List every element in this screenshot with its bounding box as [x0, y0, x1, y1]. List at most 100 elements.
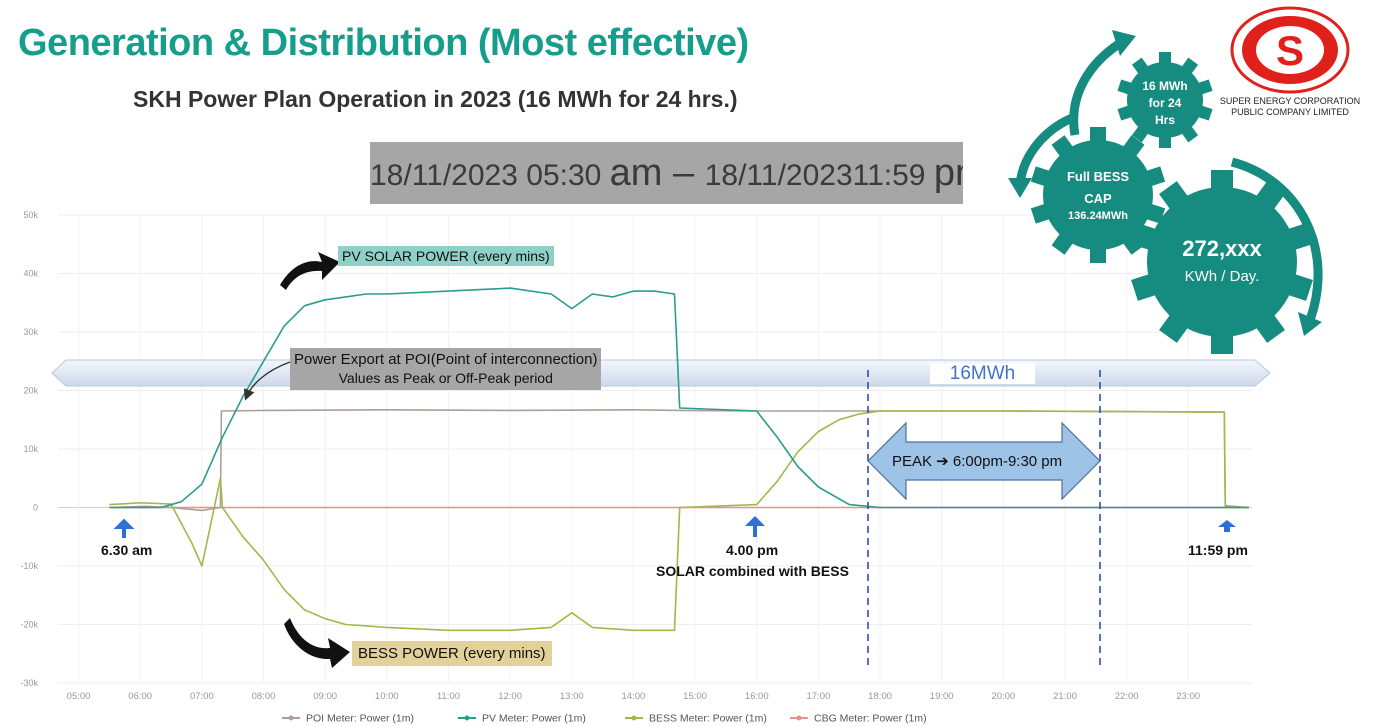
- gear-tooth: [1211, 333, 1233, 354]
- company-logo: S: [1230, 6, 1350, 94]
- x-tick-label: 11:00: [437, 691, 460, 702]
- x-tick-label: 07:00: [190, 691, 214, 702]
- start-date: 18/11/2023 05:30: [370, 159, 610, 192]
- x-tick-label: 22:00: [1115, 691, 1139, 702]
- poi-export-label: Power Export at POI(Point of interconnec…: [290, 348, 602, 390]
- cycle-arrowhead-icon: [1008, 178, 1032, 198]
- y-tick-label: 10k: [23, 444, 38, 454]
- gear-tooth: [1144, 166, 1166, 187]
- gear-large-line1: 272,xxx: [1182, 236, 1262, 261]
- gear-tooth: [1195, 79, 1213, 96]
- peak-label: PEAK ➔ 6:00pm-9:30 pm: [892, 453, 1063, 470]
- overlay-layer: [113, 252, 1236, 668]
- gear-tooth: [1090, 127, 1106, 144]
- pv-curved-arrow: [280, 252, 340, 290]
- series-line: [109, 287, 1249, 509]
- cycle-arrowhead-icon: [1112, 30, 1136, 56]
- gear-body: [1127, 62, 1203, 138]
- legend-label: POI Meter: Power (1m): [306, 713, 414, 725]
- gear-tooth: [1030, 166, 1052, 187]
- y-tick-label: 20k: [23, 386, 38, 396]
- cycle-arrowhead-icon: [1298, 312, 1322, 336]
- legend-label: CBG Meter: Power (1m): [814, 713, 927, 725]
- y-tick-label: -30k: [20, 678, 38, 688]
- x-tick-label: 09:00: [313, 691, 337, 702]
- end-ampm: pm: [933, 152, 963, 194]
- gear-tooth: [1131, 57, 1150, 77]
- legend-label: BESS Meter: Power (1m): [649, 713, 767, 725]
- start-ampm: am: [609, 152, 663, 194]
- company-name: SUPER ENERGY CORPORATION PUBLIC COMPANY …: [1205, 96, 1374, 118]
- gear-tooth: [1159, 52, 1171, 66]
- x-tick-label: 12:00: [498, 691, 522, 702]
- gear-tooth: [1131, 123, 1150, 143]
- gear-icon: [1117, 52, 1213, 148]
- x-tick-label: 20:00: [991, 691, 1015, 702]
- marker-1159-label: 11:59 pm: [1188, 542, 1248, 558]
- legend-swatch-dot: [631, 715, 637, 721]
- gear-tooth: [1051, 135, 1075, 159]
- cycle-arrow-icon: [1015, 113, 1074, 186]
- marker-630-label: 6.30 am: [101, 542, 153, 558]
- gear-tooth: [1159, 134, 1171, 148]
- gear-small-text: 16 MWh for 24 Hrs: [1125, 78, 1205, 129]
- series-line: [109, 410, 1249, 632]
- gear-tooth: [1131, 223, 1158, 251]
- gear-icon: [1030, 127, 1166, 263]
- gear-tooth: [1180, 57, 1199, 77]
- gear-tooth: [1030, 203, 1052, 224]
- gear-small-line2: for 24: [1148, 96, 1182, 110]
- y-tick-label: 40k: [23, 269, 38, 279]
- gear-body: [1147, 187, 1297, 337]
- x-tick-label: 13:00: [560, 691, 584, 702]
- gear-tooth: [1254, 312, 1285, 343]
- logo-letter: S: [1276, 27, 1304, 74]
- y-tick-label: 30k: [23, 327, 38, 337]
- cycle-arrow-icon: [1230, 157, 1323, 322]
- gear-tooth: [1180, 123, 1199, 143]
- gear-tooth: [1117, 104, 1135, 121]
- company-name-line1: SUPER ENERGY CORPORATION: [1219, 96, 1361, 106]
- peak-double-arrow: [867, 421, 1101, 501]
- x-tick-label: 05:00: [67, 691, 91, 702]
- chart-legend: POI Meter: Power (1m) PV Meter: Power (1m…: [282, 713, 927, 725]
- page-subtitle: SKH Power Plan Operation in 2023 (16 MWh…: [133, 86, 738, 112]
- gear-medium-text: Full BESS CAP 136.24MWh: [1043, 166, 1153, 222]
- range-dash: –: [662, 152, 705, 194]
- gear-large-text: 272,xxx KWh / Day.: [1147, 234, 1297, 290]
- marker-400-label: 4.00 pm: [726, 542, 779, 558]
- gear-medium-line2: CAP: [1084, 191, 1112, 206]
- poi-export-line1: Power Export at POI(Point of interconnec…: [294, 351, 598, 368]
- gear-tooth: [1159, 181, 1190, 212]
- legend-swatch-dot: [288, 715, 294, 721]
- gear-tooth: [1286, 273, 1313, 301]
- gear-tooth: [1051, 231, 1075, 255]
- poi-pointer-arrow: [243, 361, 291, 401]
- gear-body: [1043, 140, 1153, 250]
- energy-band-label: 16MWh: [930, 363, 1035, 384]
- gear-tooth: [1121, 135, 1145, 159]
- gear-large-line2: KWh / Day.: [1184, 268, 1260, 285]
- company-name-line2: PUBLIC COMPANY LIMITED: [1231, 107, 1349, 117]
- y-tick-label: -20k: [20, 620, 38, 630]
- legend-swatch-dot: [464, 715, 470, 721]
- end-date: 18/11/202311:59: [704, 159, 934, 192]
- up-arrow-1159: [1218, 520, 1236, 532]
- x-tick-label: 18:00: [868, 691, 892, 702]
- marker-400-sublabel: SOLAR combined with BESS: [656, 563, 849, 579]
- x-tick-label: 21:00: [1053, 691, 1077, 702]
- gear-tooth: [1211, 170, 1233, 191]
- gear-tooth: [1131, 273, 1158, 301]
- y-tick-label: 50k: [23, 210, 38, 220]
- series-layer: [109, 287, 1249, 632]
- x-tick-label: 19:00: [930, 691, 954, 702]
- x-tick-label: 14:00: [622, 691, 646, 702]
- x-tick-label: 15:00: [683, 691, 707, 702]
- up-arrow-400: [745, 516, 765, 537]
- x-tick-label: 10:00: [375, 691, 399, 702]
- legend-swatch-dot: [796, 715, 802, 721]
- energy-band-arrow: [51, 359, 1271, 387]
- gear-small-line1: 16 MWh: [1142, 79, 1188, 93]
- x-tick-label: 08:00: [252, 691, 276, 702]
- gear-medium-line1: Full BESS: [1066, 169, 1130, 184]
